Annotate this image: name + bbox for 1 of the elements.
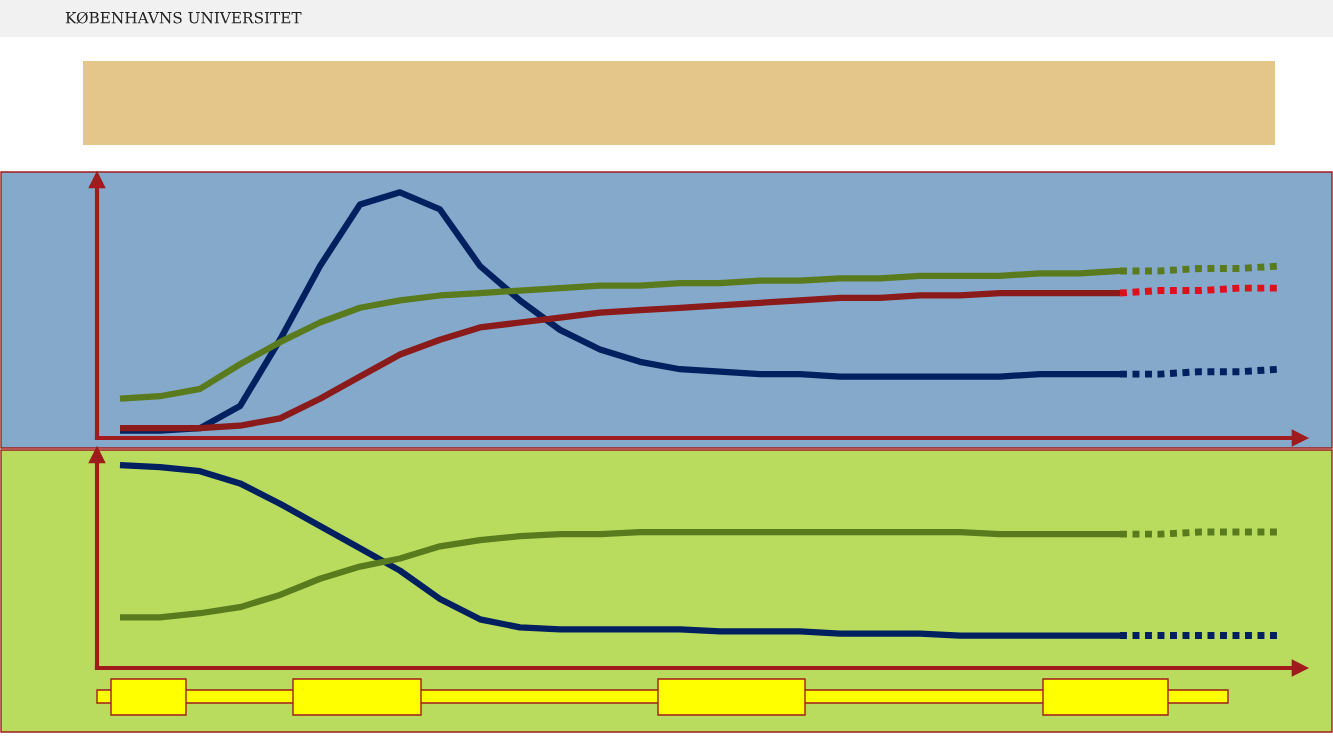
text: KØBENHAVNS UNIVERSITET — [65, 11, 302, 24]
